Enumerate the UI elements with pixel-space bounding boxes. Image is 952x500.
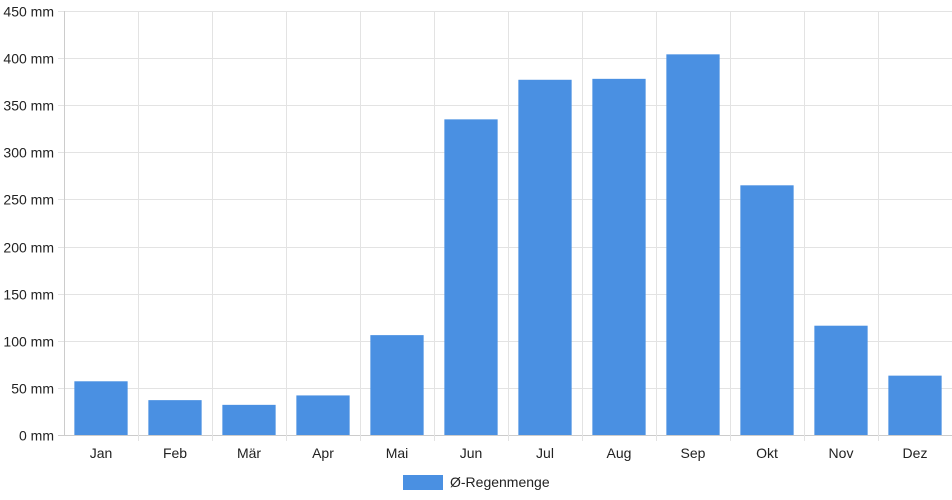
bar-jan[interactable]	[74, 381, 128, 435]
x-tick-label: Jul	[536, 445, 554, 461]
bar-feb[interactable]	[148, 400, 202, 435]
legend-swatch	[403, 475, 443, 490]
y-tick-label: 150 mm	[3, 287, 54, 303]
x-tick-label: Nov	[829, 445, 854, 461]
y-tick-label: 0 mm	[19, 428, 54, 444]
bar-jul[interactable]	[518, 79, 572, 435]
bar-apr[interactable]	[296, 395, 350, 435]
bar-dez[interactable]	[888, 375, 942, 435]
x-tick-label: Mär	[237, 445, 261, 461]
y-tick-label: 450 mm	[3, 4, 54, 20]
bar-aug[interactable]	[592, 78, 646, 435]
y-tick-label: 200 mm	[3, 240, 54, 256]
x-tick-label: Jan	[90, 445, 113, 461]
grid-layer	[58, 11, 952, 441]
bars-layer	[74, 54, 942, 435]
y-tick-label: 400 mm	[3, 51, 54, 67]
legend[interactable]: Ø-Regenmenge	[403, 474, 550, 490]
bar-okt[interactable]	[740, 185, 794, 435]
bar-sep[interactable]	[666, 54, 720, 435]
x-tick-label: Dez	[903, 445, 928, 461]
y-tick-label: 50 mm	[11, 381, 54, 397]
y-tick-label: 100 mm	[3, 334, 54, 350]
axis-layer: 0 mm 50 mm 100 mm 150 mm 200 mm 250 mm 300 mm 3…	[3, 4, 927, 462]
x-tick-label: Feb	[163, 445, 187, 461]
bar-nov[interactable]	[814, 325, 868, 435]
x-tick-label: Jun	[460, 445, 483, 461]
bar-jun[interactable]	[444, 119, 498, 435]
x-tick-label: Apr	[312, 445, 334, 461]
legend-label: Ø-Regenmenge	[450, 474, 550, 490]
y-tick-label: 300 mm	[3, 145, 54, 161]
bar-mär[interactable]	[222, 404, 276, 435]
y-tick-label: 350 mm	[3, 98, 54, 114]
bar-mai[interactable]	[370, 335, 424, 435]
x-tick-label: Mai	[386, 445, 409, 461]
x-tick-label: Sep	[681, 445, 706, 461]
y-tick-label: 250 mm	[3, 192, 54, 208]
x-tick-label: Okt	[756, 445, 778, 461]
x-tick-label: Aug	[607, 445, 632, 461]
